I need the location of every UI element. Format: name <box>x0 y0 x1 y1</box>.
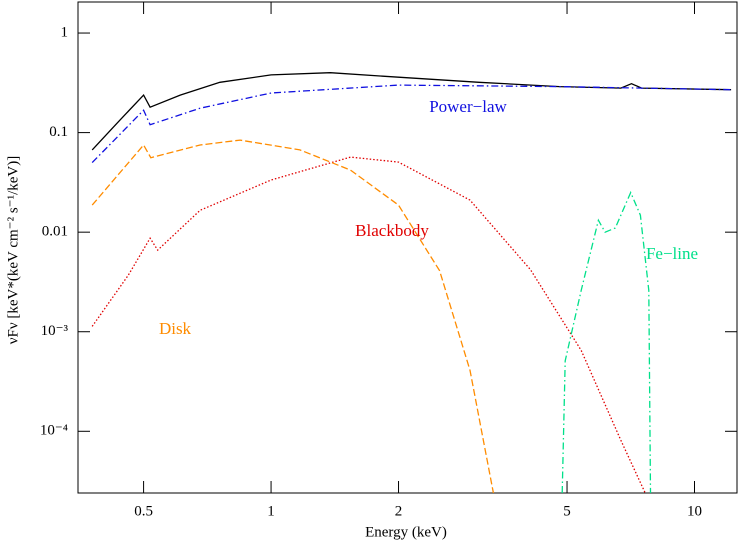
y-axis-label: νFν [keV*(keV cm⁻² s⁻¹/keV)] <box>5 156 21 345</box>
plot-area <box>91 72 732 493</box>
series-annotation: Blackbody <box>355 221 429 240</box>
y-tick-label: 1 <box>61 24 69 40</box>
series-line <box>561 190 652 493</box>
series-line <box>91 156 646 493</box>
y-tick-label: 10⁻⁴ <box>40 423 68 439</box>
series-line <box>91 72 732 151</box>
series-line <box>91 84 732 164</box>
series-annotation: Power−law <box>429 97 507 116</box>
x-tick-label: 1 <box>267 503 275 519</box>
series-line <box>91 139 495 493</box>
x-axis-label: Energy (keV) <box>365 524 447 540</box>
series-annotation: Fe−line <box>646 244 698 263</box>
y-tick-label: 0.01 <box>42 224 68 240</box>
x-tick-label: 5 <box>563 503 571 519</box>
plot-frame <box>77 1 738 494</box>
y-tick-label: 10⁻³ <box>41 323 69 339</box>
x-tick-label: 2 <box>395 503 403 519</box>
series-annotation: Disk <box>159 319 192 338</box>
y-tick-label: 0.1 <box>49 124 68 140</box>
x-tick-label: 10 <box>687 503 702 519</box>
x-tick-label: 0.5 <box>134 503 153 519</box>
